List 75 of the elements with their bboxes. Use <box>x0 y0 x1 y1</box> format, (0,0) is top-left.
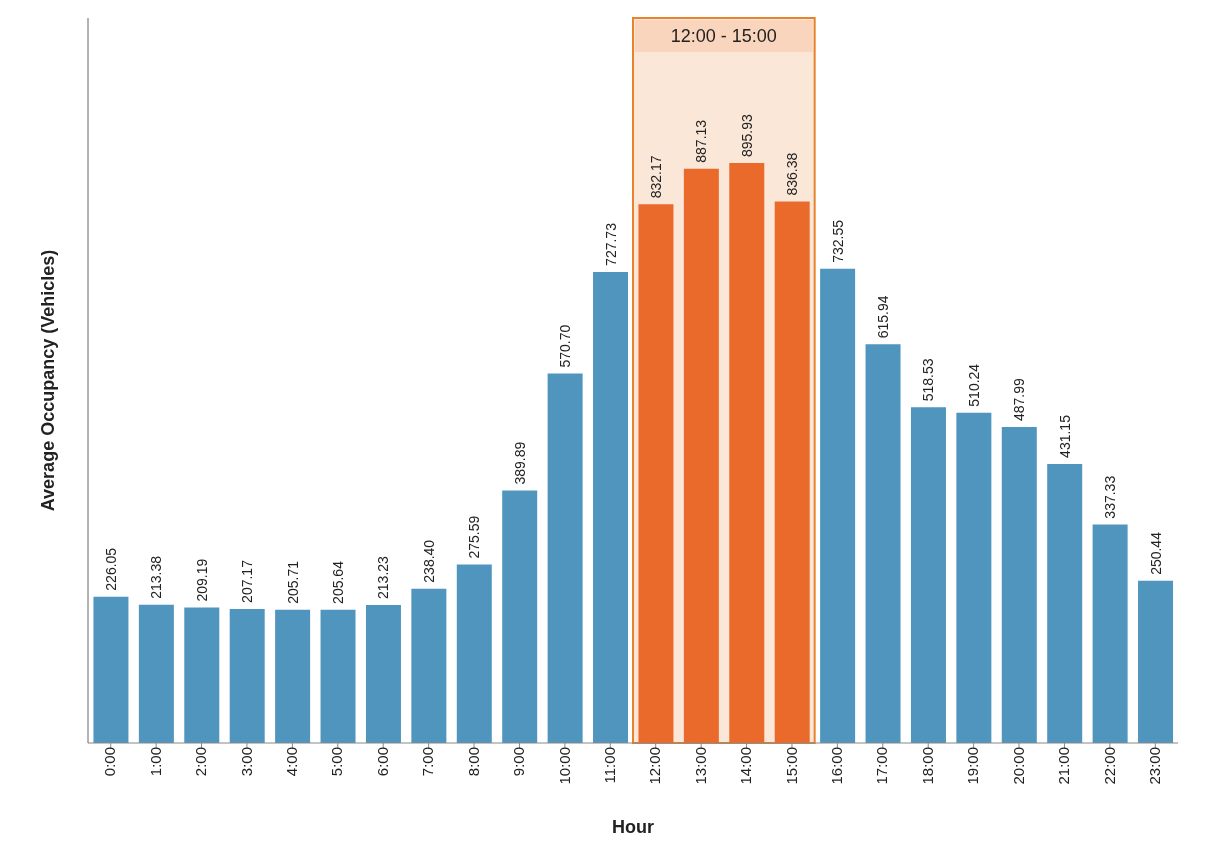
data-label: 895.93 <box>738 113 755 157</box>
bar <box>502 490 538 743</box>
data-label: 727.73 <box>602 222 619 266</box>
bar <box>275 609 311 743</box>
data-label: 732.55 <box>829 219 846 263</box>
band-label: 12:00 - 15:00 <box>670 26 777 46</box>
x-tick-label: 16:00 <box>828 747 846 785</box>
bar <box>456 564 492 743</box>
bar <box>1092 524 1128 743</box>
bar <box>774 201 810 743</box>
data-label: 205.71 <box>284 560 301 604</box>
x-tick-label: 23:00 <box>1145 747 1163 785</box>
data-label: 213.23 <box>375 555 392 599</box>
data-label: 518.53 <box>920 358 937 402</box>
x-tick-label: 14:00 <box>737 747 755 785</box>
bar <box>956 412 992 743</box>
bar <box>229 608 265 743</box>
x-tick-label: 10:00 <box>555 747 573 785</box>
x-tick-label: 9:00 <box>510 747 528 777</box>
data-label: 275.59 <box>466 515 483 559</box>
bar <box>184 607 220 743</box>
data-label: 337.33 <box>1102 475 1119 519</box>
x-tick-label: 4:00 <box>283 747 301 777</box>
bar <box>910 407 946 743</box>
bar <box>547 373 583 743</box>
data-label: 389.89 <box>511 441 528 485</box>
x-tick-label: 19:00 <box>964 747 982 785</box>
x-tick-label: 5:00 <box>328 747 346 777</box>
data-label: 250.44 <box>1147 531 1164 575</box>
bar <box>820 268 856 743</box>
bar <box>1047 463 1083 743</box>
x-tick-label: 18:00 <box>918 747 936 785</box>
x-tick-label: 12:00 <box>646 747 664 785</box>
data-label: 209.19 <box>193 558 210 602</box>
x-tick-label: 0:00 <box>101 747 119 777</box>
data-label: 207.17 <box>239 559 256 603</box>
bar <box>138 604 174 743</box>
bar <box>638 204 674 743</box>
data-label: 238.40 <box>420 539 437 583</box>
data-label: 570.70 <box>557 324 574 368</box>
data-label: 836.38 <box>784 152 801 196</box>
x-tick-label: 8:00 <box>464 747 482 777</box>
bar <box>411 588 447 743</box>
x-tick-label: 21:00 <box>1055 747 1073 785</box>
x-axis-title: Hour <box>612 817 654 837</box>
x-tick-label: 22:00 <box>1100 747 1118 785</box>
y-axis-title: Average Occupancy (Vehicles) <box>38 249 59 512</box>
x-tick-label: 17:00 <box>873 747 891 785</box>
bar <box>729 163 765 743</box>
data-label: 887.13 <box>693 119 710 163</box>
data-label: 487.99 <box>1011 378 1028 422</box>
bar <box>1001 427 1037 743</box>
x-tick-label: 13:00 <box>691 747 709 785</box>
x-tick-label: 15:00 <box>782 747 800 785</box>
bar <box>1138 580 1174 743</box>
bar <box>593 271 629 743</box>
data-label: 615.94 <box>875 295 892 339</box>
data-label: 226.05 <box>102 547 119 591</box>
x-tick-label: 3:00 <box>237 747 255 777</box>
bar <box>320 609 356 743</box>
data-label: 205.64 <box>330 560 347 604</box>
x-tick-label: 7:00 <box>419 747 437 777</box>
data-label: 510.24 <box>965 363 982 407</box>
data-label: 213.38 <box>148 555 165 599</box>
bar <box>365 604 401 743</box>
bar <box>93 596 129 743</box>
x-tick-label: 11:00 <box>600 747 618 784</box>
data-label: 832.17 <box>647 155 664 199</box>
x-tick-label: 20:00 <box>1009 747 1027 785</box>
x-tick-label: 6:00 <box>373 747 391 777</box>
bar <box>865 344 901 743</box>
x-tick-label: 2:00 <box>192 747 210 777</box>
bar <box>683 168 719 743</box>
x-tick-label: 1:00 <box>146 747 164 777</box>
data-label: 431.15 <box>1056 414 1073 458</box>
